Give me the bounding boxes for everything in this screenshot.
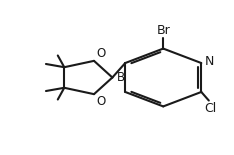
Text: O: O xyxy=(97,95,106,108)
Text: Br: Br xyxy=(156,24,170,37)
Text: B: B xyxy=(117,71,125,84)
Text: O: O xyxy=(97,47,106,60)
Text: Cl: Cl xyxy=(204,102,216,115)
Text: N: N xyxy=(205,55,214,68)
